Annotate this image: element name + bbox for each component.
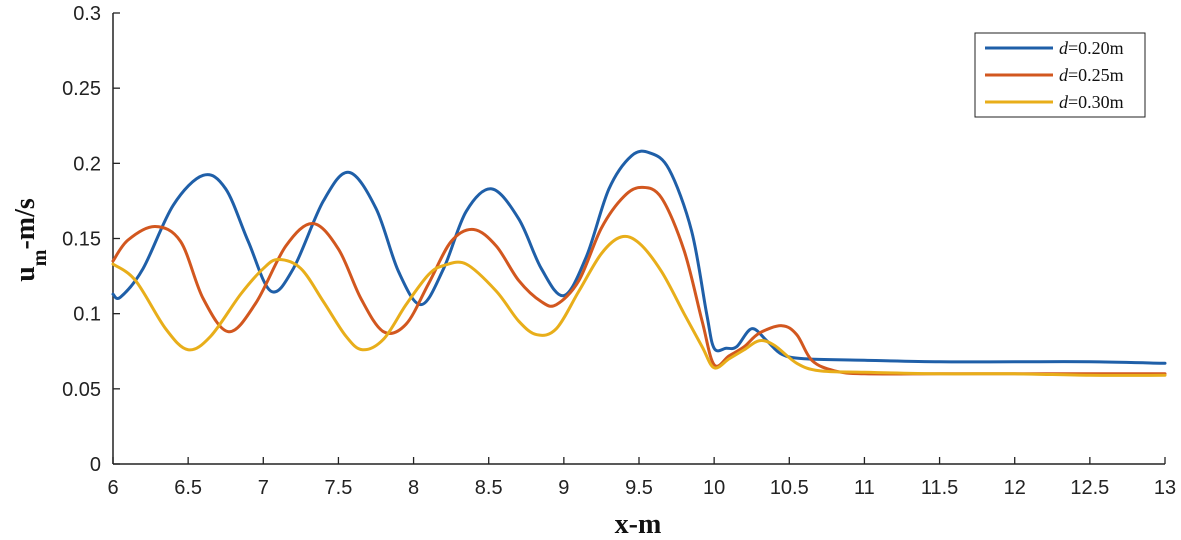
x-tick-label: 7.5 [325,477,353,499]
axes: 6 6.5 7 7.5 8 8.5 9 9.5 10 10.5 11 11.5 12 12.5 13 0 0.0… [62,3,1176,499]
series-lines [111,149,1167,377]
y-axis-label: um-m/s [10,198,51,282]
legend-label-variable: d [1059,65,1069,85]
x-tick-label: 7 [258,477,269,499]
x-tick-label: 12.5 [1070,477,1109,499]
series-line-3 [111,234,1167,377]
x-tick-label: 9.5 [625,477,653,499]
legend-label-variable: d [1059,92,1069,112]
x-tick-label: 8.5 [475,477,503,499]
x-axis-label: x-m [615,509,662,540]
y-axis-title: um-m/s [10,198,51,282]
y-tick-label: 0.2 [73,153,101,175]
x-tick-label: 12 [1004,477,1026,499]
x-tick-label: 11.5 [921,477,958,499]
legend-label-3: d=0.30m [1059,92,1124,112]
legend-label-variable: d [1059,38,1069,58]
y-axis-label-subscript: m [29,249,51,266]
x-tick-label: 10 [703,477,725,499]
x-tick-label: 6.5 [174,477,202,499]
y-axis-label-main: u [10,266,41,282]
y-tick-label: 0.3 [73,3,101,25]
x-tick-label: 9 [558,477,569,499]
legend-label-value: =0.20m [1068,38,1124,58]
y-tick-label: 0 [90,454,101,476]
y-axis-label-suffix: -m/s [10,198,41,249]
x-tick-label: 8 [408,477,419,499]
x-tick-label: 13 [1154,477,1176,499]
x-tick-label: 6 [107,477,118,499]
x-axis-title: x-m [615,509,662,540]
legend-label-value: =0.25m [1068,65,1124,85]
y-tick-label: 0.15 [62,229,101,251]
series-line-1 [111,149,1167,365]
x-tick-label: 10.5 [770,477,809,499]
y-tick-label: 0.1 [73,304,101,326]
legend-label-2: d=0.25m [1059,65,1124,85]
series-line-2 [111,185,1167,376]
x-tick-label: 11 [854,477,875,499]
legend-label-1: d=0.20m [1059,38,1124,58]
y-tick-label: 0.05 [62,379,101,401]
y-tick-label: 0.25 [62,78,101,100]
legend-label-value: =0.30m [1068,92,1124,112]
